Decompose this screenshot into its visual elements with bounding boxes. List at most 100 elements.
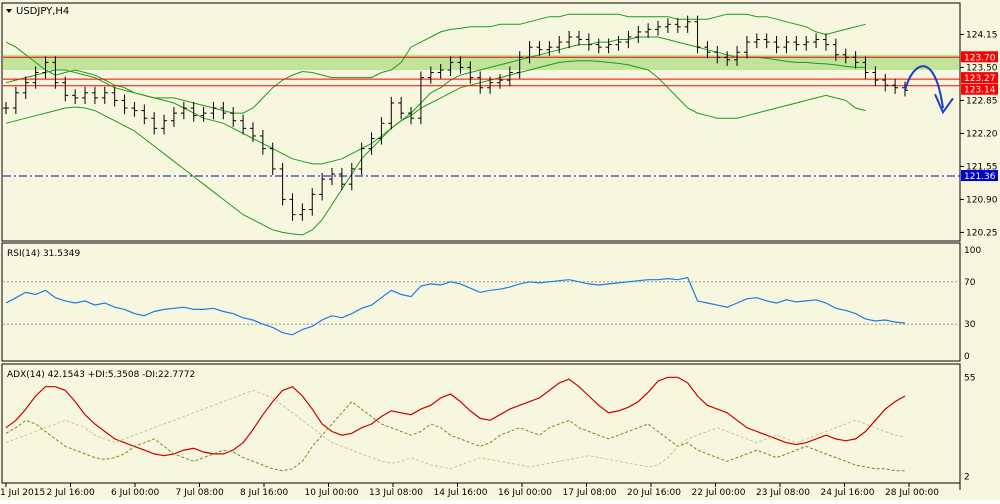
price-bar — [329, 167, 336, 186]
time-tick-label: 22 Jul 00:00 — [692, 488, 746, 498]
bollinger-middle — [5, 36, 866, 165]
rsi-tick-label: 30 — [964, 320, 976, 330]
price-bar — [259, 129, 266, 155]
price-bar — [575, 30, 582, 46]
price-bar — [832, 38, 839, 61]
level-label-0: 123.70 — [964, 53, 996, 63]
time-tick-label: 10 Jul 00:00 — [305, 488, 359, 498]
time-tick-label: 2 Jul 16:00 — [47, 488, 96, 498]
level-label-bg-0 — [961, 51, 998, 63]
price-bar — [793, 35, 800, 51]
price-bar — [62, 76, 69, 102]
price-bar — [684, 15, 691, 33]
bollinger-lower — [5, 60, 866, 236]
time-axis: 1 Jul 2015 2 Jul 16:00 6 Jul 00:00 7 Jul 08… — [0, 483, 939, 498]
price-bar — [664, 18, 671, 33]
price-bar — [190, 101, 197, 122]
price-bar — [398, 96, 405, 120]
price-bar — [615, 35, 622, 51]
price-bar — [151, 112, 158, 135]
price-tick-label: 120.90 — [966, 195, 998, 205]
price-bar — [3, 101, 9, 115]
time-tick-label: 24 Jul 16:00 — [821, 488, 875, 498]
price-tick-label: 121.55 — [966, 162, 998, 172]
price-bar — [892, 79, 899, 94]
adx-tick-label: 55 — [964, 373, 975, 383]
price-bar — [279, 162, 286, 206]
price-bar — [842, 48, 849, 64]
time-tick-label: 28 Jul 00:00 — [885, 488, 939, 498]
price-bar — [230, 107, 237, 127]
price-bar — [427, 66, 434, 84]
level-label-3: 121.36 — [964, 172, 996, 182]
price-tick-label: 122.85 — [966, 96, 998, 106]
price-bar — [872, 66, 879, 87]
title-dropdown-icon[interactable] — [6, 9, 12, 13]
price-bar — [457, 56, 464, 74]
price-bar — [852, 51, 859, 69]
price-bar — [111, 86, 118, 107]
time-tick-label: 16 Jul 00:00 — [498, 488, 552, 498]
forecast-curve — [904, 65, 944, 109]
price-bar — [52, 56, 59, 89]
time-tick-label: 7 Jul 08:00 — [176, 488, 225, 498]
price-bar — [289, 193, 296, 221]
rsi-line — [5, 276, 906, 336]
price-tick-label: 120.25 — [966, 228, 998, 238]
price-bar — [734, 46, 741, 66]
price-bar — [338, 167, 345, 191]
adx-series-1 — [5, 400, 905, 472]
price-bar — [566, 30, 573, 49]
adx-panel-title: ADX(14) 42.1543 +DI:5.3508 -DI:22.7772 — [7, 370, 195, 380]
price-bar — [161, 114, 168, 135]
price-bars — [3, 15, 908, 221]
adx-tick-label: 2 — [964, 472, 970, 482]
price-bar — [882, 74, 889, 92]
price-panel-title: USDJPY,H4 — [16, 6, 69, 17]
price-bar — [131, 101, 138, 117]
time-tick-label: 14 Jul 16:00 — [434, 488, 488, 498]
price-bar — [783, 35, 790, 54]
price-bar — [526, 41, 533, 64]
level-label-1: 123.27 — [964, 74, 996, 84]
price-bar — [121, 94, 128, 115]
rsi-tick-label: 100 — [964, 246, 981, 256]
price-bar — [72, 89, 79, 104]
price-bar — [210, 101, 217, 120]
price-bar — [91, 86, 98, 104]
price-tick-label: 122.20 — [966, 129, 998, 139]
price-bar — [753, 33, 760, 49]
price-bar — [358, 142, 365, 176]
price-bar — [516, 51, 523, 79]
level-label-bg-1 — [961, 72, 998, 84]
price-bar — [477, 71, 484, 94]
adx-series-2 — [5, 389, 906, 470]
level-label-2: 123.14 — [964, 86, 996, 96]
time-tick-label: 13 Jul 08:00 — [369, 488, 423, 498]
rsi-panel-frame — [1, 242, 961, 362]
price-bar — [200, 107, 207, 122]
price-bar — [536, 41, 543, 56]
price-bar — [240, 114, 247, 135]
price-bar — [220, 101, 227, 120]
price-bar — [101, 86, 108, 104]
level-label-bg-2 — [961, 83, 998, 95]
time-tick-label: 17 Jul 08:00 — [563, 488, 617, 498]
adx-panel: 55 2 — [5, 373, 975, 482]
price-bar — [378, 117, 385, 145]
price-bar — [763, 33, 770, 49]
price-bar — [714, 46, 721, 64]
price-bar — [141, 104, 148, 125]
price-bar — [388, 96, 395, 130]
time-tick-label: 6 Jul 00:00 — [111, 488, 160, 498]
time-tick-label: 8 Jul 16:00 — [240, 488, 289, 498]
adx-series-0 — [5, 376, 906, 457]
price-bar — [585, 33, 592, 51]
price-bar — [348, 162, 355, 191]
price-bar — [694, 15, 701, 54]
price-tick-label: 124.15 — [966, 30, 998, 40]
adx-panel-frame — [1, 363, 961, 484]
level-label-bg-3 — [961, 170, 998, 182]
price-bar — [773, 35, 780, 54]
